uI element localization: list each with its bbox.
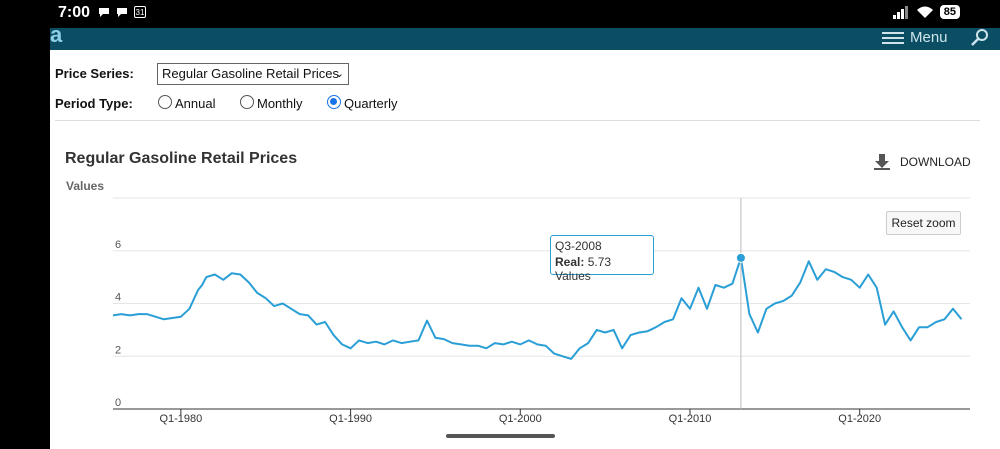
left-black-bar xyxy=(0,0,50,449)
chevron-down-icon: ⌄ xyxy=(334,68,344,80)
app-header: a Menu xyxy=(50,22,1000,50)
highlight-point xyxy=(735,252,746,263)
tooltip-series: Real: xyxy=(555,255,585,269)
tooltip-value-row: Real: 5.73 Values xyxy=(555,255,649,283)
wifi-icon xyxy=(916,6,933,18)
y-tick-label: 0 xyxy=(115,397,121,409)
download-button[interactable]: DOWNLOAD xyxy=(873,153,971,171)
y-tick-label: 2 xyxy=(115,344,121,356)
calendar-icon: 31 xyxy=(134,6,146,18)
price-series-select[interactable]: Regular Gasoline Retail Prices ⌄ xyxy=(157,63,349,85)
notification-icons: 31 xyxy=(98,6,146,18)
price-series-value: Regular Gasoline Retail Prices xyxy=(162,66,340,81)
radio-monthly-label: Monthly xyxy=(257,96,303,111)
chart-tooltip: Q3-2008 Real: 5.73 Values xyxy=(550,235,654,283)
radio-annual[interactable]: Annual xyxy=(158,94,216,111)
price-series-label: Price Series: xyxy=(55,66,134,81)
divider xyxy=(55,120,980,121)
menu-button[interactable]: Menu xyxy=(882,29,948,46)
status-right: 85 xyxy=(892,5,960,19)
x-tick-label: Q1-2010 xyxy=(669,413,712,425)
battery-icon: 85 xyxy=(939,5,960,19)
radio-circle[interactable] xyxy=(240,94,254,109)
download-label: DOWNLOAD xyxy=(900,155,971,169)
tooltip-period: Q3-2008 xyxy=(555,239,602,253)
chat-bubble-icon xyxy=(117,8,127,17)
menu-label: Menu xyxy=(910,29,948,46)
period-type-label: Period Type: xyxy=(55,96,133,111)
y-tick-label: 6 xyxy=(115,239,121,251)
radio-circle-selected[interactable] xyxy=(327,94,341,109)
chat-bubble-icon xyxy=(99,8,109,17)
series-line-real xyxy=(112,256,963,360)
x-tick-label: Q1-1980 xyxy=(159,413,202,425)
x-tick-label: Q1-2020 xyxy=(838,413,881,425)
signal-icon xyxy=(892,6,908,19)
status-time: 7:00 xyxy=(58,4,91,21)
radio-quarterly-label: Quarterly xyxy=(344,96,398,111)
radio-quarterly[interactable]: Quarterly xyxy=(327,94,398,111)
chart-title: Regular Gasoline Retail Prices xyxy=(65,150,298,167)
radio-monthly[interactable]: Monthly xyxy=(240,94,303,111)
site-logo[interactable]: a xyxy=(50,22,63,47)
search-icon[interactable] xyxy=(970,28,990,48)
y-axis-title: Values xyxy=(66,179,105,193)
home-indicator xyxy=(446,434,555,438)
x-tick-label: Q1-1990 xyxy=(329,413,372,425)
radio-annual-label: Annual xyxy=(175,96,216,111)
reset-zoom-button[interactable]: Reset zoom xyxy=(886,211,961,235)
tooltip-value: 5.73 Values xyxy=(555,255,612,283)
download-icon xyxy=(874,154,890,170)
x-tick-label: Q1-2000 xyxy=(499,413,542,425)
status-bar: 7:00 31 85 xyxy=(0,0,1000,28)
y-tick-label: 4 xyxy=(115,292,121,304)
hamburger-icon xyxy=(882,31,904,44)
radio-circle[interactable] xyxy=(158,94,172,109)
